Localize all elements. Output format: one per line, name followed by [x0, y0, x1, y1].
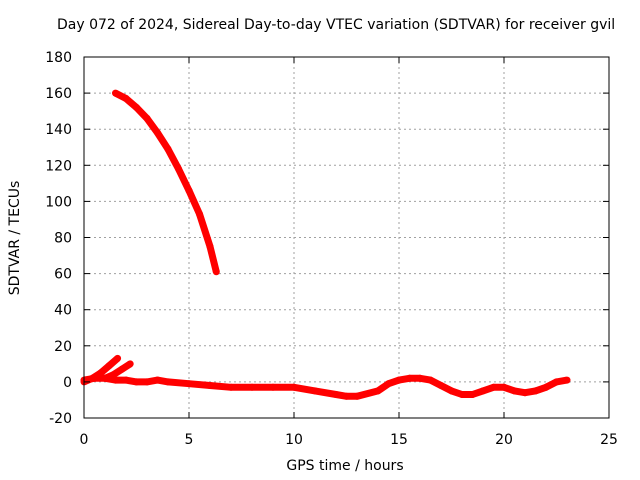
grid-lines	[84, 57, 609, 418]
data-point-main-trace	[353, 392, 361, 400]
x-tick-label: 25	[600, 432, 618, 448]
data-point-main-trace	[532, 387, 539, 395]
data-point-main-trace	[416, 374, 424, 382]
data-point-high-trace	[164, 145, 172, 153]
x-tick-label: 15	[390, 432, 408, 448]
data-point-high-trace	[196, 210, 203, 218]
x-tick-label: 5	[185, 432, 194, 448]
data-point-high-trace	[143, 114, 151, 122]
data-point-high-trace	[154, 129, 161, 137]
data-point-main-trace	[490, 383, 497, 391]
chart-title: Day 072 of 2024, Sidereal Day-to-day VTE…	[57, 17, 615, 33]
y-axis-label: SDTVAR / TECUs	[7, 181, 23, 296]
data-point-early-branch-b	[109, 371, 117, 379]
data-point-main-trace	[343, 392, 350, 400]
data-point-main-trace	[511, 387, 518, 395]
data-point-main-trace	[553, 378, 560, 386]
data-point-main-trace	[269, 383, 277, 391]
y-tick-label: 100	[45, 194, 72, 210]
data-point-early-branch-b	[118, 365, 126, 373]
data-point-main-trace	[248, 383, 256, 391]
data-point-main-trace	[448, 387, 455, 395]
series-layer	[80, 89, 571, 400]
data-point-main-trace	[290, 383, 298, 391]
data-point-high-trace	[175, 165, 182, 173]
data-point-early-branch-a	[88, 374, 96, 382]
data-point-main-trace	[437, 382, 445, 389]
data-point-main-trace	[227, 383, 235, 391]
data-point-main-trace	[542, 383, 550, 391]
y-tick-label: 120	[45, 158, 72, 174]
data-point-main-trace	[154, 376, 161, 384]
data-point-main-trace	[406, 374, 413, 382]
data-point-main-trace	[458, 391, 466, 398]
data-point-high-trace	[185, 187, 193, 195]
data-point-early-branch-b	[126, 360, 134, 368]
data-point-main-trace	[563, 376, 571, 384]
data-point-main-trace	[311, 387, 319, 395]
data-point-main-trace	[385, 380, 392, 388]
data-point-main-trace	[332, 391, 340, 398]
data-point-early-branch-a	[97, 369, 105, 377]
data-point-early-branch-a	[114, 354, 122, 362]
x-axis-label: GPS time / hours	[286, 458, 403, 474]
x-tick-label: 0	[80, 432, 89, 448]
data-point-high-trace	[133, 104, 140, 111]
data-point-early-branch-b	[101, 374, 109, 382]
y-tick-label: -20	[49, 411, 72, 427]
x-tick-label: 20	[495, 432, 513, 448]
y-tick-label: 180	[45, 50, 72, 66]
data-point-main-trace	[143, 378, 151, 386]
data-point-main-trace	[206, 382, 214, 389]
data-point-main-trace	[122, 376, 130, 384]
data-point-main-trace	[164, 378, 172, 386]
y-tick-label: 0	[63, 375, 72, 391]
data-point-main-trace	[427, 376, 434, 384]
data-point-high-trace	[112, 89, 119, 97]
y-tick-label: 60	[54, 267, 72, 283]
data-point-high-trace	[212, 268, 220, 276]
y-tick-label: 40	[54, 303, 72, 319]
data-point-main-trace	[469, 391, 476, 398]
y-tick-label: 140	[45, 122, 72, 138]
y-tick-label: 20	[54, 339, 72, 355]
data-point-high-trace	[206, 243, 214, 250]
y-tick-label: 160	[45, 86, 72, 102]
data-point-main-trace	[185, 380, 193, 388]
data-point-main-trace	[521, 389, 529, 397]
data-point-main-trace	[500, 383, 508, 391]
series-line-early-branch-b	[103, 360, 133, 382]
data-point-main-trace	[479, 387, 487, 395]
data-point-main-trace	[133, 378, 140, 386]
data-point-early-branch-a	[105, 362, 113, 370]
y-tick-label: 80	[54, 231, 72, 247]
axis-ticks: -20 0 20 40 60 80 100 120 140 160 180 0 5 10 15 20 25	[45, 50, 618, 448]
data-point-high-trace	[122, 95, 130, 102]
data-point-main-trace	[374, 387, 382, 395]
x-tick-label: 10	[285, 432, 303, 448]
data-point-main-trace	[395, 376, 403, 384]
